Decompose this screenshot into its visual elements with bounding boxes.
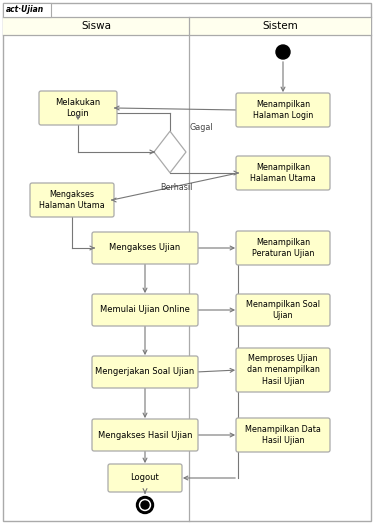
FancyBboxPatch shape — [92, 419, 198, 451]
Text: Mengakses Ujian: Mengakses Ujian — [109, 244, 181, 253]
Text: Gagal: Gagal — [190, 123, 214, 132]
FancyBboxPatch shape — [30, 183, 114, 217]
Text: act·Ujian: act·Ujian — [6, 5, 44, 15]
Text: Logout: Logout — [131, 474, 159, 483]
Text: Melakukan
Login: Melakukan Login — [55, 98, 101, 118]
Circle shape — [137, 497, 153, 514]
FancyBboxPatch shape — [92, 232, 198, 264]
Polygon shape — [154, 131, 186, 173]
FancyBboxPatch shape — [236, 348, 330, 392]
FancyBboxPatch shape — [92, 294, 198, 326]
Bar — [189, 17, 371, 35]
Text: Menampilkan
Halaman Login: Menampilkan Halaman Login — [253, 100, 313, 120]
Text: Mengerjakan Soal Ujian: Mengerjakan Soal Ujian — [95, 367, 194, 377]
FancyBboxPatch shape — [3, 3, 51, 17]
Circle shape — [140, 499, 150, 510]
Text: Sistem: Sistem — [262, 21, 298, 31]
Text: Mengakses
Halaman Utama: Mengakses Halaman Utama — [39, 190, 105, 210]
Text: Memproses Ujian
dan menampilkan
Hasil Ujian: Memproses Ujian dan menampilkan Hasil Uj… — [246, 354, 319, 386]
FancyBboxPatch shape — [236, 156, 330, 190]
Bar — [3, 17, 189, 35]
Circle shape — [141, 501, 149, 509]
Text: Berhasil: Berhasil — [160, 183, 192, 192]
Text: Mengakses Hasil Ujian: Mengakses Hasil Ujian — [98, 431, 192, 440]
FancyBboxPatch shape — [236, 418, 330, 452]
Text: Menampilkan
Peraturan Ujian: Menampilkan Peraturan Ujian — [252, 238, 314, 258]
Text: Menampilkan
Halaman Utama: Menampilkan Halaman Utama — [250, 163, 316, 183]
Text: Menampilkan Data
Hasil Ujian: Menampilkan Data Hasil Ujian — [245, 425, 321, 445]
Circle shape — [276, 45, 290, 59]
FancyBboxPatch shape — [39, 91, 117, 125]
FancyBboxPatch shape — [108, 464, 182, 492]
FancyBboxPatch shape — [236, 93, 330, 127]
FancyBboxPatch shape — [236, 231, 330, 265]
Text: Siswa: Siswa — [81, 21, 111, 31]
FancyBboxPatch shape — [236, 294, 330, 326]
FancyBboxPatch shape — [92, 356, 198, 388]
Text: Memulai Ujian Online: Memulai Ujian Online — [100, 305, 190, 314]
Text: Menampilkan Soal
Ujian: Menampilkan Soal Ujian — [246, 300, 320, 320]
